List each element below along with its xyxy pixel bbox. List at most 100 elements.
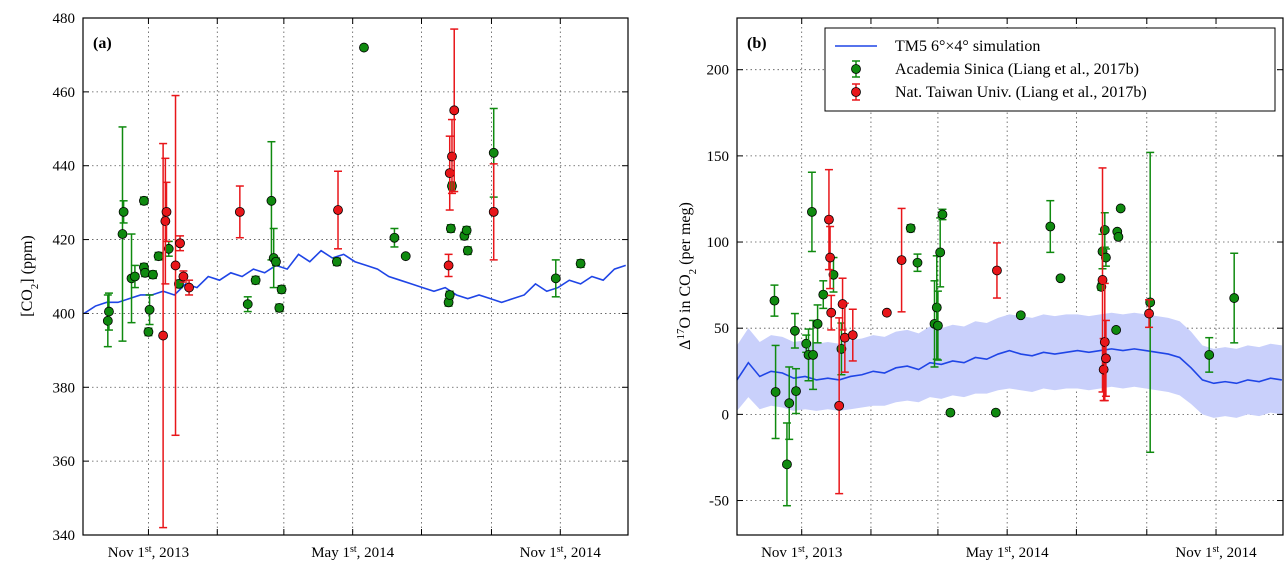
legend-box [824, 27, 1276, 112]
y-tick-label: 340 [53, 528, 76, 544]
observation [488, 163, 499, 261]
observation [575, 258, 586, 269]
data-point [826, 307, 837, 318]
y-label-sub: 2 [687, 269, 699, 275]
data-point [992, 265, 1002, 276]
observation [837, 277, 848, 331]
data-point [488, 206, 499, 217]
observation [990, 407, 1001, 418]
data-point [1045, 221, 1056, 232]
data-point [791, 386, 801, 397]
data-point [912, 257, 923, 268]
observation [1145, 151, 1156, 454]
observation [933, 290, 943, 361]
y-tick-label: 50 [714, 321, 729, 337]
observation [462, 245, 473, 256]
observation [444, 290, 455, 300]
data-point [825, 252, 835, 263]
panel-label: (a) [93, 35, 112, 52]
observation [1097, 167, 1108, 393]
data-point [140, 267, 150, 278]
legend-swatch [851, 87, 861, 97]
x-tick-label-part: Nov 1 [761, 545, 798, 561]
data-point [896, 255, 907, 266]
data-point [828, 269, 839, 280]
y-axis-label: [CO2] (ppm) [19, 235, 41, 317]
observation [175, 235, 185, 252]
observation [1099, 282, 1110, 402]
x-tick-label: Nov 1st, 2014 [520, 544, 602, 562]
x-tick-label-part: , 2014 [1011, 545, 1049, 561]
x-tick-label: Nov 1st, 2013 [108, 544, 189, 562]
observation [143, 326, 154, 337]
x-tick-label-sup: st [557, 544, 564, 555]
data-point [881, 307, 892, 318]
observation [550, 259, 561, 298]
x-tick-label-part: , 2014 [1219, 545, 1257, 561]
observation [102, 294, 113, 348]
observation [1015, 310, 1026, 321]
data-point [444, 168, 455, 179]
data-point [812, 318, 823, 329]
data-point [1098, 364, 1109, 375]
y-tick-label: 400 [53, 306, 76, 322]
x-tick-label: May 1st, 2014 [311, 544, 394, 562]
y-label-part: (per meg) [677, 202, 694, 269]
y-tick-label: 0 [722, 407, 730, 423]
x-tick-label: May 1st, 2014 [966, 544, 1049, 562]
observation [782, 422, 792, 507]
legend: TM5 6°×4° simulation Academia Sinica (Lia… [824, 27, 1276, 112]
y-tick-label: -50 [709, 494, 729, 510]
observation [881, 307, 892, 318]
observation [117, 126, 128, 342]
data-point [807, 206, 817, 217]
data-point [333, 205, 343, 215]
data-point [931, 302, 942, 313]
observation [1113, 231, 1124, 242]
observation [271, 256, 281, 267]
data-point [160, 216, 171, 227]
data-point [444, 290, 455, 300]
data-point [1097, 275, 1108, 285]
data-point [1113, 231, 1124, 242]
data-point [161, 206, 172, 217]
data-point [143, 326, 154, 337]
data-point [769, 295, 780, 306]
data-point [808, 350, 818, 360]
observation [812, 304, 823, 344]
observation [1055, 273, 1066, 284]
y-tick-label: 440 [53, 159, 76, 175]
y-tick-label: 420 [53, 233, 76, 249]
observation [791, 367, 801, 415]
data-point [1101, 353, 1111, 364]
observation [769, 284, 780, 317]
y-label-sup: 17 [675, 328, 687, 340]
y-label-part: ] (ppm) [19, 235, 36, 283]
data-point [331, 256, 342, 267]
observation [1111, 325, 1122, 335]
data-point [1101, 252, 1111, 263]
x-tick-label: Nov 1st, 2014 [1175, 544, 1257, 562]
data-point [175, 238, 185, 249]
observation [839, 302, 850, 373]
observation [140, 267, 150, 278]
observation [153, 251, 164, 262]
legend-swatch [851, 64, 861, 74]
x-tick-label-sup: st [145, 544, 152, 555]
data-point [1111, 325, 1122, 335]
data-point [242, 299, 253, 310]
data-point [158, 330, 169, 341]
observation [931, 255, 942, 360]
x-tick-label-part: , 2014 [563, 545, 601, 561]
data-point [1144, 308, 1154, 319]
x-tick-label-sup: st [1212, 544, 1219, 555]
data-point [130, 271, 140, 282]
observation [144, 294, 155, 326]
data-point [163, 243, 174, 254]
observation [770, 344, 781, 440]
data-point [1099, 337, 1110, 347]
data-point [837, 299, 848, 309]
observation [274, 302, 285, 313]
